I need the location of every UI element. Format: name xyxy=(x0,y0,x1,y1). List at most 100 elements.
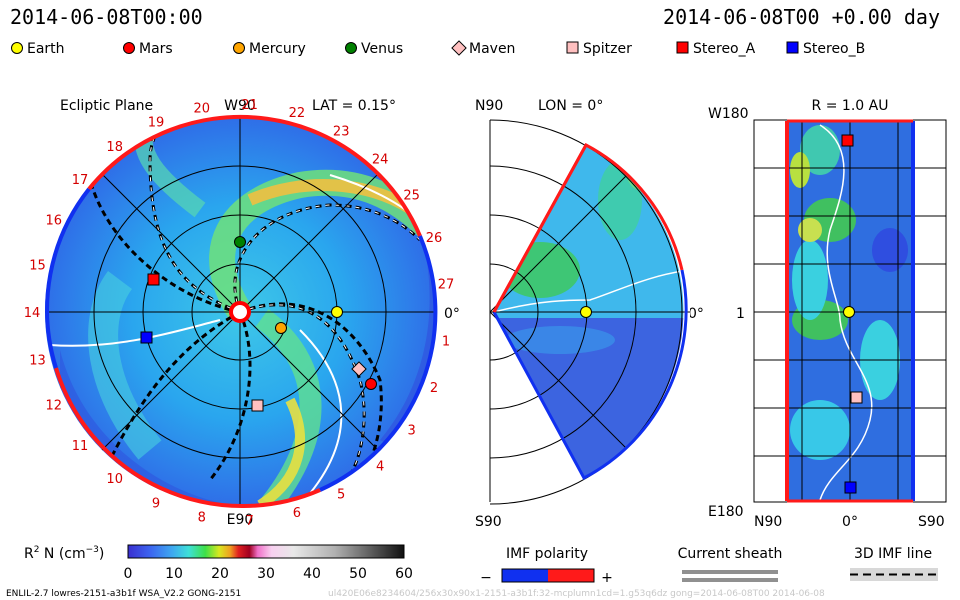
spitzer-marker xyxy=(251,399,264,412)
colorbar-title-end: ) xyxy=(99,546,104,562)
ecliptic-top-label: W90 xyxy=(224,98,256,114)
carrington-label-26: 26 xyxy=(426,231,443,246)
carrington-label-27: 27 xyxy=(438,277,455,292)
imf-line-title: 3D IMF line xyxy=(854,546,932,562)
legend-label-spitzer: Spitzer xyxy=(583,41,632,57)
carrington-label-8: 8 xyxy=(198,511,206,526)
colorbar-tick-30: 30 xyxy=(257,566,275,582)
legend-item-maven: Maven xyxy=(451,40,515,57)
imf-line-legend: 3D IMF line xyxy=(850,546,938,581)
imf-polarity-title: IMF polarity xyxy=(506,546,588,562)
legend-item-earth: Earth xyxy=(11,41,65,57)
earth-marker xyxy=(331,306,343,318)
stereo-b-legend-marker xyxy=(786,41,799,54)
carrington-label-5: 5 xyxy=(337,488,345,503)
carrington-label-9: 9 xyxy=(152,496,160,511)
stereo-a-marker xyxy=(147,273,160,286)
legend-label-venus: Venus xyxy=(361,41,403,57)
radial-top-left: W180 xyxy=(708,106,749,122)
carrington-label-16: 16 xyxy=(46,213,63,228)
radial-spitzer-marker xyxy=(850,391,863,404)
radial-earth-marker xyxy=(843,306,855,318)
ecliptic-lat-label: LAT = 0.15° xyxy=(312,98,396,114)
colorbar-tick-50: 50 xyxy=(349,566,367,582)
carrington-label-20: 20 xyxy=(194,102,211,117)
radial-bottom-zero: 0° xyxy=(842,514,858,530)
radial-stereo-a-marker xyxy=(841,134,854,147)
legend-label-stereo-b: Stereo_B xyxy=(803,41,865,57)
carrington-label-4: 4 xyxy=(376,460,384,475)
header-left-time: 2014-06-08T00:00 xyxy=(10,5,203,29)
radial-bottom-s90: S90 xyxy=(918,514,945,530)
carrington-label-1: 1 xyxy=(442,335,450,350)
colorbar-ticks: 0 10 20 30 40 50 60 xyxy=(124,566,413,582)
ecliptic-bottom-label: E90 xyxy=(227,512,254,528)
carrington-label-22: 22 xyxy=(289,106,306,121)
carrington-label-19: 19 xyxy=(148,116,165,131)
colorbar-tick-40: 40 xyxy=(303,566,321,582)
legend-item-stereo-b: Stereo_B xyxy=(786,41,865,57)
spitzer-legend-marker xyxy=(566,41,579,54)
header-right-time: 2014-06-08T00 +0.00 day xyxy=(663,5,940,29)
carrington-label-10: 10 xyxy=(106,472,123,487)
colorbar-title-sup: 2 xyxy=(34,545,40,555)
colorbar-tick-60: 60 xyxy=(395,566,413,582)
legend-label-mercury: Mercury xyxy=(249,41,306,57)
colorbar-title-exp: −3 xyxy=(86,545,99,555)
colorbar-tick-0: 0 xyxy=(124,566,133,582)
radial-bottom-left: E180 xyxy=(708,504,744,520)
footer-model-string: ENLIL-2.7 lowres-2151-a3b1f WSA_V2.2 GON… xyxy=(6,589,241,599)
meridional-right-label: 0° xyxy=(688,306,704,322)
meridional-rim-positive xyxy=(492,142,684,313)
legend-label-maven: Maven xyxy=(469,41,515,57)
colorbar-title-main: R xyxy=(24,546,34,562)
venus-legend-marker xyxy=(345,42,357,54)
carrington-label-7: 7 xyxy=(245,514,253,529)
legend-item-stereo-a: Stereo_A xyxy=(676,41,756,57)
radial-bottom-n90: N90 xyxy=(754,514,782,530)
carrington-label-18: 18 xyxy=(106,140,123,155)
legend-label-earth: Earth xyxy=(27,41,65,57)
radial-mid-left: 1 xyxy=(736,306,745,322)
carrington-label-14: 14 xyxy=(24,306,41,321)
legend-item-venus: Venus xyxy=(345,41,403,57)
carrington-label-3: 3 xyxy=(407,424,415,439)
mercury-marker xyxy=(275,322,287,334)
radial-stereo-b-marker xyxy=(844,481,857,494)
meridional-lon-label: LON = 0° xyxy=(538,98,603,114)
mars-marker xyxy=(365,378,377,390)
ecliptic-title: Ecliptic Plane xyxy=(60,98,153,114)
maven-marker xyxy=(351,361,367,377)
imf-polarity-minus: − xyxy=(480,570,492,586)
sun-marker xyxy=(229,301,251,323)
stereo-b-marker xyxy=(140,331,153,344)
mars-legend-marker xyxy=(123,42,135,54)
legend-item-mars: Mars xyxy=(123,41,173,57)
legend-label-stereo-a: Stereo_A xyxy=(693,41,756,57)
carrington-label-2: 2 xyxy=(430,381,438,396)
ecliptic-rim-negative xyxy=(319,235,438,492)
imf-polarity-legend: IMF polarity − + xyxy=(480,546,613,586)
meridional-panel: N90 LON = 0° S90 0° xyxy=(475,98,704,530)
meridional-grid xyxy=(489,119,690,505)
current-sheath-title: Current sheath xyxy=(678,546,783,562)
carrington-label-17: 17 xyxy=(72,173,89,188)
carrington-label-25: 25 xyxy=(403,189,420,204)
carrington-label-11: 11 xyxy=(72,439,89,454)
carrington-label-13: 13 xyxy=(29,354,46,369)
venus-marker xyxy=(234,236,246,248)
carrington-label-23: 23 xyxy=(333,124,350,139)
meridional-rim-negative xyxy=(492,269,688,481)
colorbar-title-rest: N (cm xyxy=(39,546,85,562)
meridional-top-left: N90 xyxy=(475,98,503,114)
imf-polarity-plus: + xyxy=(601,570,613,586)
carrington-label-24: 24 xyxy=(372,152,389,167)
footer-faint-string: ul420E06e8234604/256x30x90x1-2151-a3b1f:… xyxy=(328,589,825,599)
radial-panel: R = 1.0 AU W180 E180 1 N90 0° S90 xyxy=(708,98,947,530)
ecliptic-panel: Ecliptic Plane LAT = 0.15° W90 E90 0° xyxy=(24,98,460,529)
stereo-a-legend-marker xyxy=(676,41,689,54)
legend-item-spitzer: Spitzer xyxy=(566,41,632,57)
current-sheath-legend: Current sheath xyxy=(678,546,783,582)
